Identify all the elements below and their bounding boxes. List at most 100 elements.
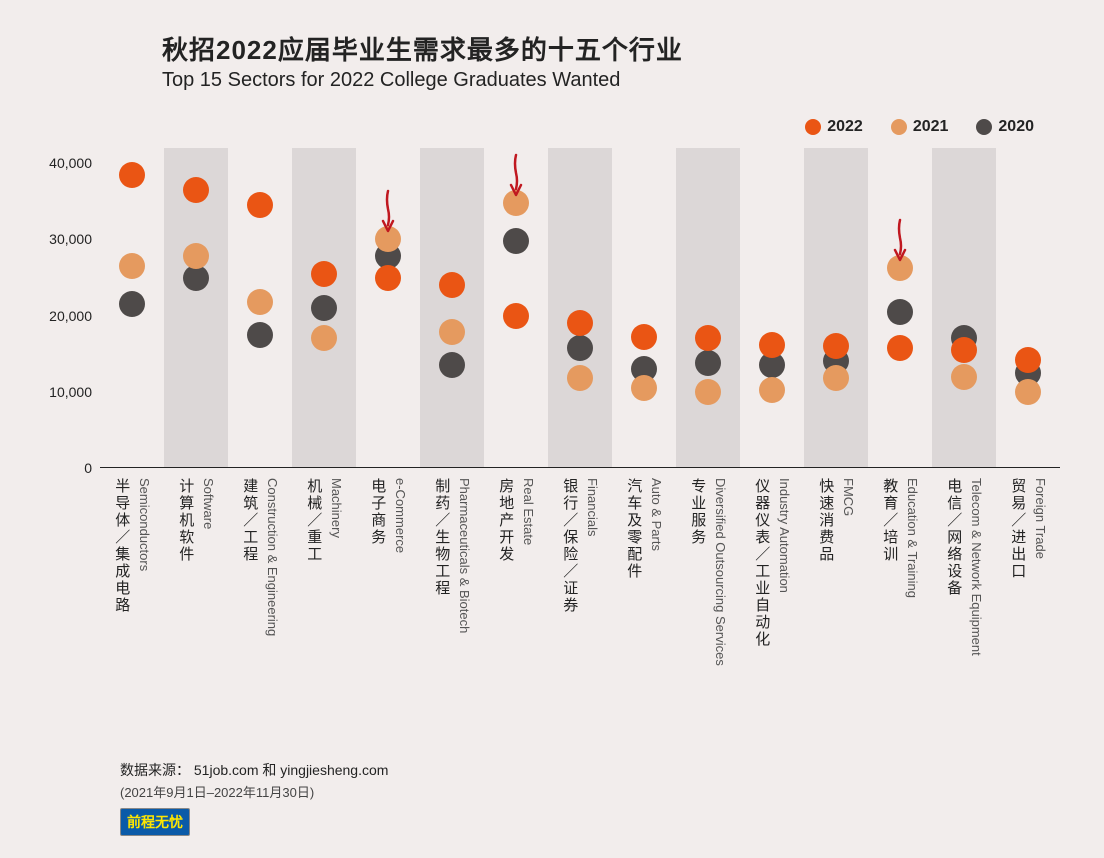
column-band [420,148,484,468]
data-point [695,350,721,376]
category-label-cn: 电子商务 [368,478,388,553]
category-label-en: Telecom & Network Equipment [967,478,984,656]
x-axis-line [100,467,1060,469]
category-label-en: Real Estate [519,478,536,563]
legend-dot-icon [891,119,907,135]
x-axis-category: Semiconductors半导体／集成电路 [112,478,152,614]
decline-arrow-icon [507,153,525,204]
chart-title-block: 秋招2022应届毕业生需求最多的十五个行业 Top 15 Sectors for… [162,30,683,92]
legend-item: 2022 [805,118,863,136]
data-point [375,265,401,291]
data-point [183,243,209,269]
category-label-cn: 银行／保险／证券 [560,478,580,614]
data-point [695,325,721,351]
x-axis-category: Software计算机软件 [176,478,216,563]
data-point [503,228,529,254]
data-point [567,365,593,391]
data-point [951,364,977,390]
data-point [439,352,465,378]
data-point [631,375,657,401]
legend-item: 2021 [891,118,949,136]
data-point [439,319,465,345]
category-label-cn: 专业服务 [688,478,708,666]
data-point [823,333,849,359]
data-point [823,365,849,391]
category-label-en: Machinery [327,478,344,563]
y-tick-label: 10,000 [49,384,92,400]
data-point [951,337,977,363]
category-label-en: Industry Automation [775,478,792,648]
category-label-cn: 快速消费品 [816,478,836,563]
x-axis-category: Auto & Parts汽车及零配件 [624,478,664,580]
data-point [567,310,593,336]
column-band [804,148,868,468]
decline-arrow-icon [891,218,909,269]
legend-dot-icon [805,119,821,135]
y-tick-label: 40,000 [49,155,92,171]
category-label-cn: 房地产开发 [496,478,516,563]
data-point [311,295,337,321]
data-point [247,322,273,348]
legend-label: 2022 [827,118,863,136]
category-label-en: Pharmaceuticals & Biotech [455,478,472,633]
x-axis-category: Industry Automation仪器仪表／工业自动化 [752,478,792,648]
category-label-en: Construction & Engineering [263,478,280,636]
x-axis-category: Construction & Engineering建筑／工程 [240,478,280,636]
legend: 2022 2021 2020 [805,118,1034,136]
data-point [759,332,785,358]
data-point [887,299,913,325]
category-label-cn: 半导体／集成电路 [112,478,132,614]
x-axis-category: Diversified Outsourcing Services专业服务 [688,478,728,666]
brand-logo: 前程无忧 [120,808,190,836]
data-point [1015,347,1041,373]
x-axis-category: Financials银行／保险／证券 [560,478,600,614]
data-point [247,192,273,218]
chart-area: 010,00020,00030,00040,000 [100,148,1060,468]
category-label-cn: 计算机软件 [176,478,196,563]
legend-dot-icon [976,119,992,135]
x-axis-category: Real Estate房地产开发 [496,478,536,563]
category-label-cn: 电信／网络设备 [944,478,964,656]
legend-label: 2021 [913,118,949,136]
category-label-cn: 汽车及零配件 [624,478,644,580]
column-band [932,148,996,468]
data-point [759,377,785,403]
source-sites: 51job.com 和 yingjiesheng.com [194,762,389,778]
y-tick-label: 30,000 [49,231,92,247]
category-label-cn: 建筑／工程 [240,478,260,636]
category-label-cn: 教育／培训 [880,478,900,598]
y-tick-label: 20,000 [49,308,92,324]
category-label-en: Auto & Parts [647,478,664,580]
y-axis: 010,00020,00030,00040,000 [40,148,100,468]
category-label-en: Foreign Trade [1031,478,1048,580]
x-axis-labels: Semiconductors半导体／集成电路 Software计算机软件 Const… [100,478,1060,758]
data-point [311,325,337,351]
decline-arrow-icon [379,189,397,240]
category-label-cn: 制药／生物工程 [432,478,452,633]
data-point [503,303,529,329]
source-date-range: (2021年9月1日–2022年11月30日) [120,782,388,801]
data-point [247,289,273,315]
column-band [676,148,740,468]
x-axis-category: Telecom & Network Equipment电信／网络设备 [944,478,984,656]
data-point [119,162,145,188]
chart-title-en: Top 15 Sectors for 2022 College Graduate… [162,69,683,92]
x-axis-category: Foreign Trade贸易／进出口 [1008,478,1048,580]
category-label-cn: 仪器仪表／工业自动化 [752,478,772,648]
legend-item: 2020 [976,118,1034,136]
category-label-en: Semiconductors [135,478,152,614]
data-point [119,291,145,317]
x-axis-category: Pharmaceuticals & Biotech制药／生物工程 [432,478,472,633]
category-label-cn: 机械／重工 [304,478,324,563]
data-point [1015,379,1041,405]
category-label-cn: 贸易／进出口 [1008,478,1028,580]
data-source: 数据来源： 51job.com 和 yingjiesheng.com (2021… [120,760,388,801]
data-point [119,253,145,279]
source-label: 数据来源： [120,762,190,778]
category-label-en: FMCG [839,478,856,563]
category-label-en: Diversified Outsourcing Services [711,478,728,666]
chart-title-cn: 秋招2022应届毕业生需求最多的十五个行业 [162,30,683,67]
category-label-en: Financials [583,478,600,614]
x-axis-category: Machinery机械／重工 [304,478,344,563]
column-band [548,148,612,468]
